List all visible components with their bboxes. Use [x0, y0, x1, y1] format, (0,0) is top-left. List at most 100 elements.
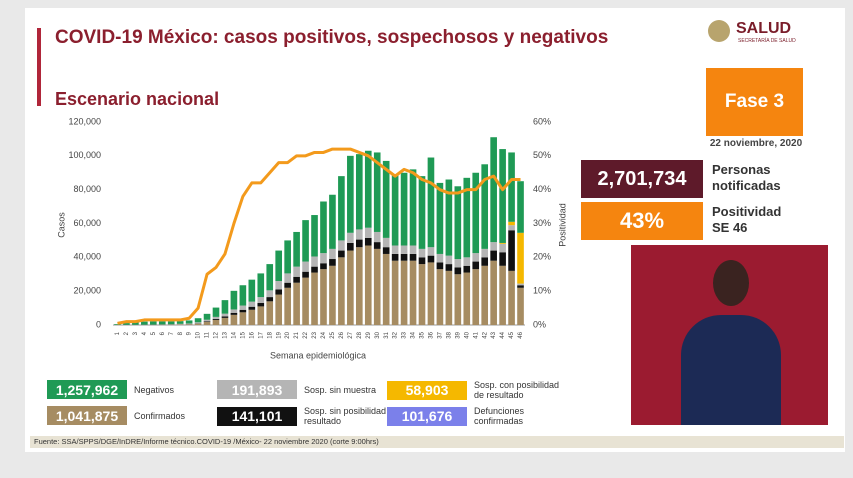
y2-tick-label: 10% [533, 286, 551, 296]
bar-segment [320, 201, 327, 254]
bar-segment [364, 227, 372, 238]
bar-segment [176, 321, 184, 324]
bar-segment [347, 155, 354, 233]
bar-segment [472, 172, 480, 254]
x-tick-label: 40 [464, 331, 470, 338]
bar-segment [463, 272, 471, 325]
bar-segment [320, 269, 327, 325]
x-tick-label: 42 [482, 331, 488, 338]
legend-item: 191,893 Sosp. sin muestra [217, 380, 399, 399]
bar-segment [445, 270, 453, 325]
bar-segment [517, 232, 524, 284]
logo: SALUD [736, 20, 792, 37]
bar-segment [293, 282, 300, 325]
bar-segment [418, 176, 426, 249]
bar-segment [284, 273, 291, 283]
bar-segment [194, 318, 202, 323]
x-tick-label: 36 [429, 331, 435, 338]
bar-segment [508, 221, 515, 226]
x-tick-label: 34 [411, 331, 417, 338]
bar-segment [409, 253, 417, 261]
legend-label: Confirmados [134, 410, 186, 421]
bar-segment [355, 247, 363, 325]
x-tick-label: 39 [455, 331, 461, 338]
legend-label: Sosp. sin muestra [304, 384, 377, 395]
bar-segment [391, 260, 399, 325]
bar-segment [517, 285, 524, 288]
bar-segment [141, 321, 148, 325]
bar-segment [158, 321, 166, 325]
x-tick-label: 6 [160, 331, 166, 335]
bar-segment [302, 261, 309, 272]
bar-segment [114, 324, 121, 325]
bar-segment [257, 303, 265, 307]
bar-segment [132, 322, 139, 325]
bar-segment [203, 321, 211, 325]
bar-segment [463, 265, 471, 273]
bar-segment [517, 181, 524, 233]
bar-segment [123, 323, 130, 325]
bar-segment [499, 243, 506, 253]
bar-segment [391, 245, 399, 254]
x-tick-label: 29 [366, 331, 372, 338]
bar-segment [176, 323, 184, 325]
bar-segment [499, 242, 506, 244]
legend-item: 101,676 Defunciones confirmadas [387, 406, 569, 426]
bar-segment [248, 309, 256, 325]
x-tick-label: 21 [294, 331, 300, 338]
y2-tick-label: 50% [533, 150, 551, 160]
bar-segment [382, 237, 390, 248]
x-tick-label: 5 [151, 331, 157, 335]
interpreter-video [631, 245, 828, 425]
bar-segment [400, 245, 408, 254]
bar-segment [275, 250, 283, 282]
x-tick-label: 20 [285, 331, 291, 338]
bar-segment [257, 297, 265, 304]
bar-segment [373, 248, 381, 325]
logo-sub: SECRETARÍA DE SALUD [738, 38, 796, 44]
x-tick-label: 35 [420, 331, 426, 338]
x-tick-label: 22 [303, 331, 309, 338]
y2-tick-label: 40% [533, 184, 551, 194]
stat-label: Personas notificadas [712, 162, 781, 193]
body [681, 315, 781, 425]
x-tick-label: 1 [115, 331, 121, 335]
x-tick-label: 7 [169, 331, 175, 335]
bar-segment [409, 260, 417, 325]
date: 22 noviembre, 2020 [709, 138, 803, 149]
bar-segment [266, 290, 274, 298]
bar-segment [194, 323, 202, 325]
bar-segment [382, 247, 390, 254]
bar-segment [302, 220, 309, 262]
line [117, 147, 521, 325]
bar-segment [373, 152, 381, 232]
bar-segment [275, 281, 283, 290]
x-tick-label: 11 [205, 331, 211, 338]
x-tick-label: 45 [509, 331, 515, 338]
bar-segment [463, 257, 471, 266]
bar-segment [490, 137, 497, 243]
bar-segment [490, 250, 497, 261]
x-tick-label: 44 [500, 331, 506, 338]
bar-segment [472, 261, 480, 270]
footer: Fuente: SSA/SPPS/DGE/InDRE/Informe técni… [30, 436, 844, 448]
bar-segment [355, 154, 363, 230]
bar-segment [418, 264, 426, 325]
bar-segment [311, 272, 318, 325]
bar-segment [293, 231, 300, 267]
bar-segment [436, 182, 444, 254]
legend-item: 141,101 Sosp. sin posibilidad de resultad… [217, 406, 399, 426]
x-tick-label: 8 [178, 331, 184, 335]
y2-tick-label: 60% [533, 116, 551, 126]
bar-segment [445, 255, 453, 265]
bar-segment [212, 316, 220, 319]
bar-segment [284, 287, 291, 325]
bar-segment [508, 230, 515, 271]
bar-segment [203, 319, 211, 322]
bar-segment [409, 169, 417, 246]
x-tick-label: 4 [142, 331, 148, 335]
x-tick-label: 41 [473, 331, 479, 338]
bar-segment [338, 240, 345, 251]
bar-segment [329, 265, 336, 325]
bar-segment [266, 264, 274, 291]
